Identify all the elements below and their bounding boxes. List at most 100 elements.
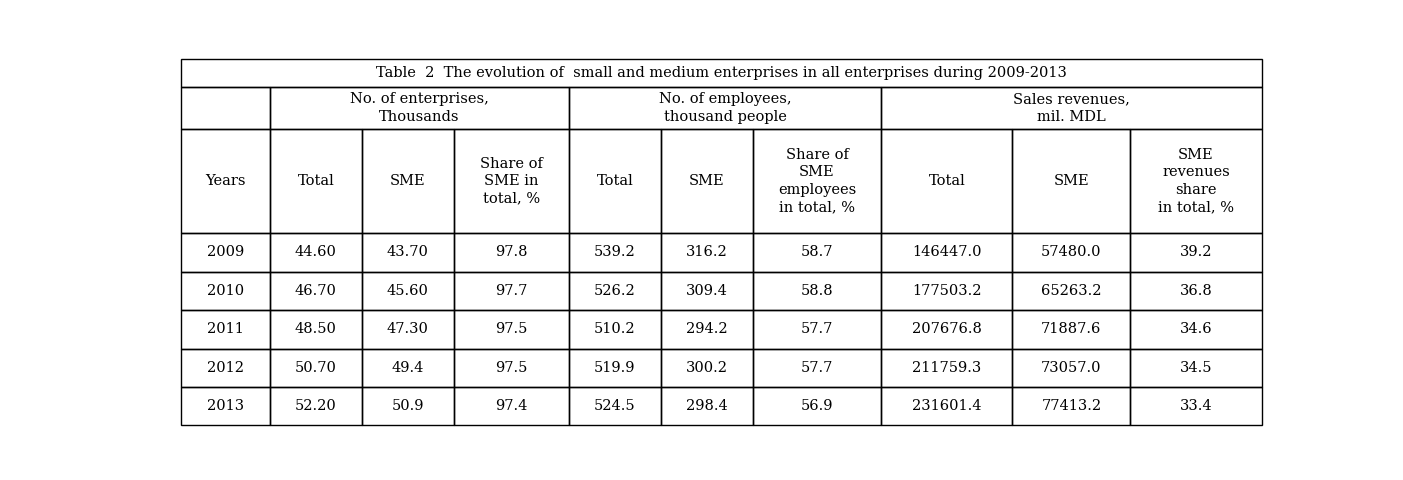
Bar [269,129,362,233]
Text: 97.8: 97.8 [495,245,528,260]
Text: 47.30: 47.30 [387,322,429,336]
Bar [752,310,881,348]
Bar [362,233,453,272]
Text: Total: Total [297,174,334,188]
Bar [570,129,661,233]
Bar [752,129,881,233]
Bar [881,387,1013,425]
Text: Years: Years [205,174,246,188]
Bar [181,233,269,272]
Bar [1131,348,1261,387]
Bar [752,387,881,425]
Bar [181,310,269,348]
Text: 298.4: 298.4 [686,399,728,413]
Bar [1131,129,1261,233]
Text: 49.4: 49.4 [391,361,424,375]
Bar [269,87,570,129]
Text: 50.9: 50.9 [391,399,424,413]
Bar [1013,129,1131,233]
Bar [453,129,570,233]
Bar [570,87,881,129]
Bar [453,233,570,272]
Text: Share of
SME
employees
in total, %: Share of SME employees in total, % [777,148,856,214]
Text: No. of employees,
thousand people: No. of employees, thousand people [659,92,791,123]
Bar [181,87,269,129]
Bar [181,129,269,233]
Bar [181,387,269,425]
Bar [181,60,1261,87]
Bar [752,233,881,272]
Text: 50.70: 50.70 [295,361,337,375]
Text: 2009: 2009 [206,245,244,260]
Text: 294.2: 294.2 [686,322,728,336]
Bar [362,387,453,425]
Text: SME: SME [689,174,724,188]
Text: 71887.6: 71887.6 [1041,322,1101,336]
Bar [881,272,1013,310]
Bar [269,387,362,425]
Bar [881,310,1013,348]
Bar [1013,310,1131,348]
Text: 231601.4: 231601.4 [912,399,982,413]
Text: 36.8: 36.8 [1180,284,1212,298]
Text: 58.7: 58.7 [801,245,833,260]
Bar [570,310,661,348]
Bar [570,233,661,272]
Text: 316.2: 316.2 [686,245,728,260]
Text: 539.2: 539.2 [593,245,636,260]
Text: 97.4: 97.4 [495,399,528,413]
Text: 300.2: 300.2 [686,361,728,375]
Text: 526.2: 526.2 [593,284,636,298]
Bar [362,129,453,233]
Text: 524.5: 524.5 [593,399,636,413]
Bar [1131,387,1261,425]
Text: 33.4: 33.4 [1180,399,1212,413]
Text: Total: Total [596,174,633,188]
Bar [881,348,1013,387]
Text: 39.2: 39.2 [1180,245,1212,260]
Text: 58.8: 58.8 [801,284,833,298]
Bar [269,310,362,348]
Text: No. of enterprises,
Thousands: No. of enterprises, Thousands [351,92,490,123]
Bar [661,348,752,387]
Bar [661,310,752,348]
Text: 207676.8: 207676.8 [912,322,982,336]
Bar [453,348,570,387]
Text: SME
revenues
share
in total, %: SME revenues share in total, % [1157,148,1235,214]
Bar [752,348,881,387]
Bar [453,387,570,425]
Bar [570,387,661,425]
Bar [661,129,752,233]
Bar [269,233,362,272]
Bar [453,272,570,310]
Text: 34.5: 34.5 [1180,361,1212,375]
Bar [181,272,269,310]
Bar [752,272,881,310]
Bar [362,348,453,387]
Text: 211759.3: 211759.3 [912,361,982,375]
Bar [1013,348,1131,387]
Bar [570,272,661,310]
Bar [661,272,752,310]
Text: 510.2: 510.2 [593,322,636,336]
Text: 65263.2: 65263.2 [1041,284,1101,298]
Bar [181,348,269,387]
Text: Share of
SME in
total, %: Share of SME in total, % [480,157,543,205]
Text: 45.60: 45.60 [387,284,429,298]
Bar [570,348,661,387]
Bar [1131,310,1261,348]
Text: Sales revenues,
mil. MDL: Sales revenues, mil. MDL [1013,92,1129,123]
Bar [661,387,752,425]
Text: 519.9: 519.9 [595,361,636,375]
Bar [1013,387,1131,425]
Bar [269,272,362,310]
Bar [661,233,752,272]
Text: 56.9: 56.9 [801,399,833,413]
Text: 146447.0: 146447.0 [912,245,982,260]
Bar [453,310,570,348]
Bar [1013,272,1131,310]
Text: Total: Total [929,174,965,188]
Text: 73057.0: 73057.0 [1041,361,1101,375]
Bar [362,310,453,348]
Text: 2013: 2013 [206,399,244,413]
